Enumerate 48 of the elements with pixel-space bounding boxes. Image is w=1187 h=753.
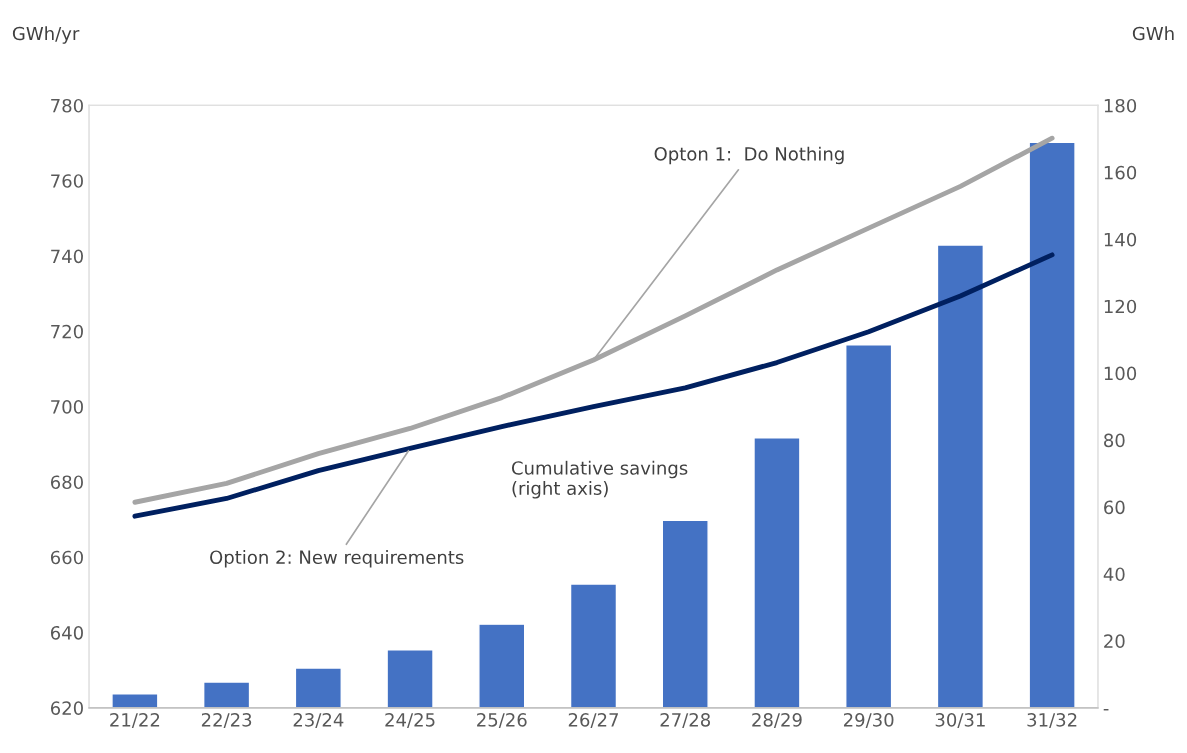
x-tick-label: 28/29 [752, 713, 802, 729]
y2-tick-label: 160 [1104, 165, 1137, 180]
x-tick-label: 30/31 [935, 713, 985, 729]
y2-axis-title: GWh [1132, 26, 1174, 41]
y2-tick-label: 180 [1104, 98, 1137, 113]
bar [294, 667, 342, 708]
y-tick-label: 700 [51, 400, 83, 414]
y2-tick-label: 100 [1104, 366, 1137, 381]
y2-tick-label: 140 [1104, 232, 1137, 247]
bar [1028, 141, 1076, 708]
x-tick-label: 25/26 [477, 713, 527, 729]
bar [661, 519, 709, 708]
x-tick-label: 24/25 [385, 713, 435, 729]
line-series [132, 252, 1055, 519]
bar [569, 583, 618, 708]
y-tick-label: 740 [51, 249, 83, 264]
x-tick-label: 23/24 [293, 713, 344, 729]
x-tick-label: 22/23 [201, 713, 252, 729]
annotation: Option 2: New requirements [210, 550, 464, 568]
y2-tick-label: 20 [1104, 634, 1125, 648]
y2-tick-label: 40 [1103, 567, 1125, 582]
bar [845, 344, 893, 708]
x-tick-label: 31/32 [1027, 713, 1077, 729]
bar [111, 693, 159, 708]
x-tick-label: 26/27 [568, 713, 618, 729]
annotation: Cumulative savings (right axis) [511, 460, 688, 499]
x-tick-label: 21/22 [110, 713, 160, 729]
bar [202, 681, 251, 708]
bar [753, 437, 801, 708]
x-tick-label: 29/30 [843, 713, 894, 729]
bar [936, 244, 985, 708]
y2-tick-label: - [1103, 709, 1109, 711]
y-tick-label: 620 [50, 701, 83, 715]
line-series [132, 135, 1055, 505]
y-tick-label: 720 [51, 324, 83, 339]
y2-tick-label: 60 [1104, 500, 1125, 515]
bar [386, 649, 434, 708]
y-tick-label: 640 [50, 625, 83, 640]
bar [478, 623, 526, 708]
y-tick-label: 780 [51, 98, 83, 113]
y-axis-title: GWh/yr [12, 26, 80, 44]
x-tick-label: 27/28 [660, 713, 710, 729]
y-tick-label: 660 [50, 550, 83, 565]
y-tick-label: 760 [51, 174, 83, 188]
annotation: Opton 1: Do Nothing [654, 146, 844, 165]
y2-tick-label: 120 [1104, 299, 1137, 314]
y2-tick-label: 80 [1104, 433, 1125, 448]
y-tick-label: 680 [50, 475, 83, 490]
